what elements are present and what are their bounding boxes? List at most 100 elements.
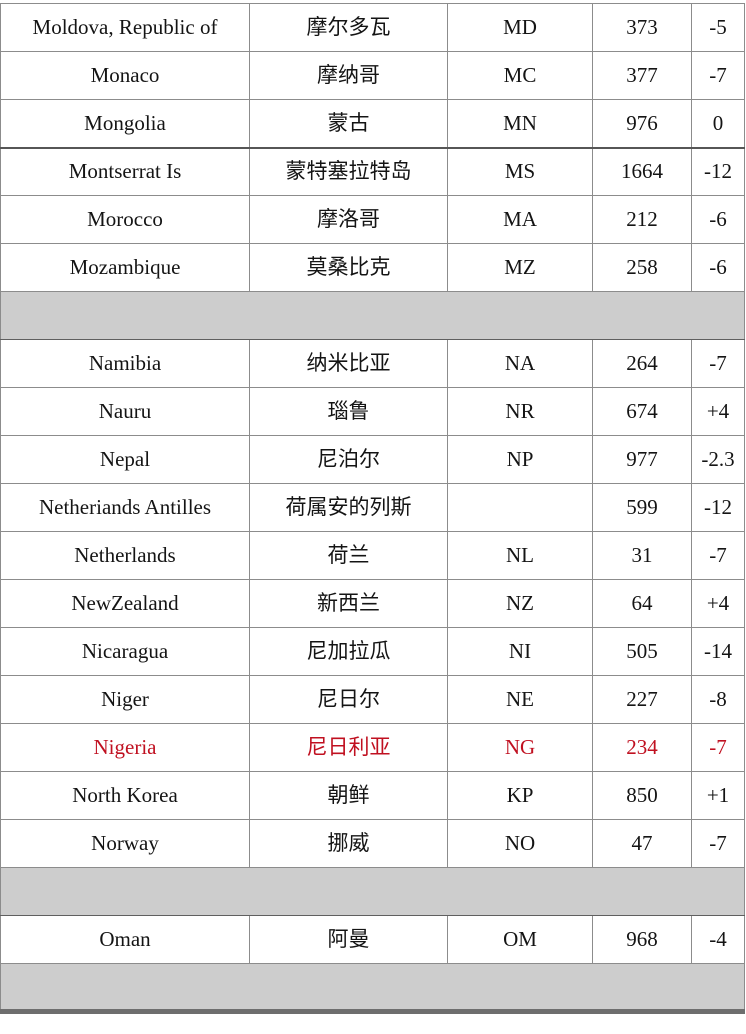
cell-dial-code: 227 <box>592 675 692 724</box>
cell-dial-code: 373 <box>592 3 692 52</box>
table-row: NewZealand 新西兰 NZ 64 +4 <box>0 579 745 628</box>
cell-dial-code: 599 <box>592 483 692 532</box>
cell-dial-code: 977 <box>592 435 692 484</box>
cell-time-offset: -6 <box>691 195 745 244</box>
cell-dial-code: 234 <box>592 723 692 772</box>
table-row: North Korea 朝鲜 KP 850 +1 <box>0 771 745 820</box>
table-row: Morocco 摩洛哥 MA 212 -6 <box>0 195 745 244</box>
cell-country-name-en: Nigeria <box>0 723 250 772</box>
cell-country-name-zh: 荷属安的列斯 <box>249 483 448 532</box>
cell-country-name-en: Monaco <box>0 51 250 100</box>
cell-time-offset: -12 <box>691 147 745 196</box>
table-row: Nigeria 尼日利亚 NG 234 -7 <box>0 723 745 772</box>
cell-time-offset: -7 <box>691 819 745 868</box>
cell-dial-code: 968 <box>592 915 692 964</box>
cell-country-name-zh: 摩纳哥 <box>249 51 448 100</box>
cell-time-offset: -7 <box>691 531 745 580</box>
cell-country-name-zh: 尼日利亚 <box>249 723 448 772</box>
table-row: Namibia 纳米比亚 NA 264 -7 <box>0 339 745 388</box>
cell-time-offset: -7 <box>691 723 745 772</box>
cell-time-offset: -14 <box>691 627 745 676</box>
cell-dial-code: 47 <box>592 819 692 868</box>
cell-dial-code: 31 <box>592 531 692 580</box>
cell-country-name-en: Netheriands Antilles <box>0 483 250 532</box>
cell-country-code <box>447 483 593 532</box>
cell-country-name-zh: 摩尔多瓦 <box>249 3 448 52</box>
cell-country-name-en: Norway <box>0 819 250 868</box>
table-row: Niger 尼日尔 NE 227 -8 <box>0 675 745 724</box>
table-row: Netheriands Antilles 荷属安的列斯 599 -12 <box>0 483 745 532</box>
cell-dial-code: 377 <box>592 51 692 100</box>
cell-time-offset: -7 <box>691 51 745 100</box>
separator-row <box>0 867 745 916</box>
cell-country-code: NR <box>447 387 593 436</box>
cell-time-offset: 0 <box>691 99 745 149</box>
cell-country-name-en: Mozambique <box>0 243 250 292</box>
cell-dial-code: 505 <box>592 627 692 676</box>
cell-country-code: OM <box>447 915 593 964</box>
cell-time-offset: -6 <box>691 243 745 292</box>
cell-dial-code: 976 <box>592 99 692 149</box>
cell-dial-code: 674 <box>592 387 692 436</box>
cell-country-code: MN <box>447 99 593 149</box>
cell-country-name-en: Nepal <box>0 435 250 484</box>
cell-time-offset: -5 <box>691 3 745 52</box>
cell-dial-code: 850 <box>592 771 692 820</box>
table-row: Nicaragua 尼加拉瓜 NI 505 -14 <box>0 627 745 676</box>
table-row: Nepal 尼泊尔 NP 977 -2.3 <box>0 435 745 484</box>
cell-country-code: NE <box>447 675 593 724</box>
cell-country-name-zh: 尼泊尔 <box>249 435 448 484</box>
table-row: Moldova, Republic of 摩尔多瓦 MD 373 -5 <box>0 3 745 52</box>
cell-dial-code: 1664 <box>592 147 692 196</box>
cell-country-code: NG <box>447 723 593 772</box>
cell-country-name-zh: 摩洛哥 <box>249 195 448 244</box>
cell-time-offset: -8 <box>691 675 745 724</box>
cell-dial-code: 212 <box>592 195 692 244</box>
table-row: Oman 阿曼 OM 968 -4 <box>0 915 745 964</box>
cell-time-offset: +1 <box>691 771 745 820</box>
table-row: Mozambique 莫桑比克 MZ 258 -6 <box>0 243 745 292</box>
cell-dial-code: 64 <box>592 579 692 628</box>
cell-country-name-zh: 蒙古 <box>249 99 448 149</box>
cell-country-name-en: Morocco <box>0 195 250 244</box>
cell-dial-code: 264 <box>592 339 692 388</box>
separator-cell <box>0 291 745 340</box>
cell-country-code: MC <box>447 51 593 100</box>
cell-country-code: MS <box>447 147 593 196</box>
cell-country-name-zh: 荷兰 <box>249 531 448 580</box>
cell-country-name-zh: 新西兰 <box>249 579 448 628</box>
table-row: Norway 挪威 NO 47 -7 <box>0 819 745 868</box>
cell-country-code: NA <box>447 339 593 388</box>
cell-country-name-en: Nicaragua <box>0 627 250 676</box>
cell-country-name-zh: 瑙鲁 <box>249 387 448 436</box>
cell-country-name-en: Oman <box>0 915 250 964</box>
cell-country-code: NL <box>447 531 593 580</box>
cell-country-name-zh: 尼加拉瓜 <box>249 627 448 676</box>
cell-time-offset: -7 <box>691 339 745 388</box>
table-row: Monaco 摩纳哥 MC 377 -7 <box>0 51 745 100</box>
cell-country-name-zh: 朝鲜 <box>249 771 448 820</box>
cell-country-code: NP <box>447 435 593 484</box>
table-row: Montserrat Is 蒙特塞拉特岛 MS 1664 -12 <box>0 147 745 196</box>
cell-country-name-en: Moldova, Republic of <box>0 3 250 52</box>
cell-country-name-zh: 莫桑比克 <box>249 243 448 292</box>
cell-country-name-zh: 挪威 <box>249 819 448 868</box>
cell-country-code: MZ <box>447 243 593 292</box>
cell-country-code: NI <box>447 627 593 676</box>
cell-country-code: NZ <box>447 579 593 628</box>
cell-time-offset: +4 <box>691 387 745 436</box>
cell-country-name-en: NewZealand <box>0 579 250 628</box>
separator-cell <box>0 867 745 916</box>
cell-country-code: NO <box>447 819 593 868</box>
cell-country-name-zh: 蒙特塞拉特岛 <box>249 147 448 196</box>
cell-country-name-zh: 纳米比亚 <box>249 339 448 388</box>
table-row: Netherlands 荷兰 NL 31 -7 <box>0 531 745 580</box>
cell-country-name-en: Montserrat Is <box>0 147 250 196</box>
cell-dial-code: 258 <box>592 243 692 292</box>
country-code-table: Moldova, Republic of 摩尔多瓦 MD 373 -5 Monaco 摩纳哥… <box>0 3 745 1014</box>
cell-country-name-en: Nauru <box>0 387 250 436</box>
cell-time-offset: -2.3 <box>691 435 745 484</box>
cell-country-name-en: North Korea <box>0 771 250 820</box>
cell-country-code: MD <box>447 3 593 52</box>
